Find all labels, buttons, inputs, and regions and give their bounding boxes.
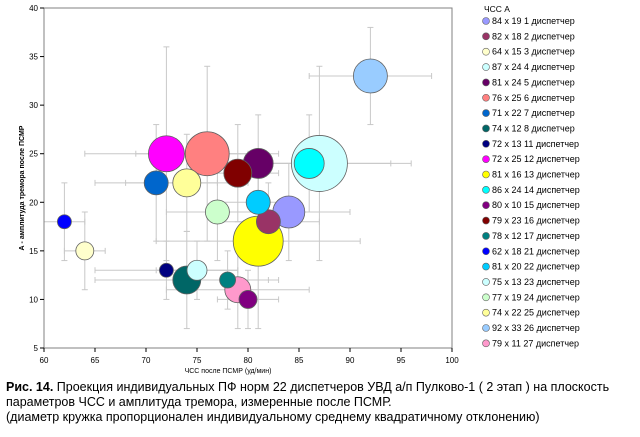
data-bubble bbox=[245, 189, 271, 215]
legend-entry: 81 x 24 5 диспетчер bbox=[492, 77, 575, 87]
data-bubble bbox=[352, 58, 388, 94]
legend-entry: 79 x 11 27 диспетчер bbox=[492, 338, 579, 348]
data-bubble bbox=[223, 158, 253, 188]
legend-marker bbox=[482, 247, 490, 256]
x-tick-label: 75 bbox=[193, 356, 202, 365]
legend-entry: 81 x 16 13 диспетчер bbox=[492, 170, 580, 180]
y-tick-label: 10 bbox=[29, 295, 38, 304]
x-tick-label: 60 bbox=[40, 356, 49, 365]
x-tick-label: 95 bbox=[397, 356, 406, 365]
legend-marker bbox=[482, 170, 490, 179]
figure-caption: Рис. 14. Проекция индивидуальных ПФ норм… bbox=[6, 380, 638, 425]
x-tick-label: 70 bbox=[142, 356, 151, 365]
data-bubble bbox=[293, 148, 325, 179]
legend-entry: 82 x 18 2 диспетчер bbox=[492, 31, 575, 41]
data-bubble bbox=[158, 262, 174, 278]
data-bubble bbox=[219, 271, 237, 289]
data-bubble bbox=[255, 209, 281, 235]
data-bubble bbox=[143, 170, 169, 196]
legend-entry: 76 x 25 6 диспетчер bbox=[492, 93, 575, 103]
bubbles-layer bbox=[57, 58, 388, 309]
data-bubble bbox=[238, 290, 258, 309]
legend-marker bbox=[482, 308, 490, 317]
y-tick-label: 15 bbox=[29, 247, 38, 256]
y-tick-label: 35 bbox=[29, 53, 38, 62]
legend-marker bbox=[482, 278, 490, 286]
legend-marker bbox=[482, 232, 490, 240]
y-tick-label: 5 bbox=[34, 344, 39, 353]
chart-legend: ЧСС А 84 x 19 1 диспетчер 82 x 18 2 диспет… bbox=[482, 4, 580, 348]
y-tick-label: 40 bbox=[29, 4, 38, 13]
data-bubble bbox=[204, 199, 230, 225]
data-bubble bbox=[184, 131, 230, 177]
legend-entry: 64 x 15 3 диспетчер bbox=[492, 47, 575, 57]
legend-entry: 77 x 19 24 диспетчер bbox=[492, 292, 580, 302]
legend-entry: 72 x 13 11 диспетчер bbox=[492, 139, 579, 149]
legend-marker bbox=[482, 216, 490, 225]
caption-line-1-text: Проекция индивидуальных ПФ норм 22 диспе… bbox=[53, 380, 610, 394]
x-axis-label: ЧСС после ПСМР (уд/мин) bbox=[185, 368, 272, 375]
legend-entry: 79 x 23 16 диспетчер bbox=[492, 216, 580, 226]
chart-axes: 60 65 70 75 80 85 90 95 100 5 10 15 20 25 30 35 40 ЧСС по… bbox=[19, 4, 459, 375]
caption-line-1: Рис. 14. Проекция индивидуальных ПФ норм… bbox=[6, 380, 638, 395]
legend-marker bbox=[482, 78, 490, 87]
x-tick-label: 100 bbox=[445, 356, 459, 365]
data-bubble bbox=[147, 135, 185, 173]
legend-entry: 92 x 33 26 диспетчер bbox=[492, 323, 580, 333]
data-bubble bbox=[186, 259, 208, 281]
legend-marker bbox=[482, 63, 490, 71]
x-tick-label: 90 bbox=[346, 356, 355, 365]
legend-marker bbox=[482, 293, 490, 302]
legend-marker bbox=[482, 186, 490, 194]
legend-marker bbox=[482, 339, 490, 348]
legend-entry: 86 x 24 14 диспетчер bbox=[492, 185, 580, 195]
legend-entry: 78 x 12 17 диспетчер bbox=[492, 231, 580, 241]
legend-entry: 81 x 20 22 диспетчер bbox=[492, 262, 580, 272]
y-tick-label: 30 bbox=[29, 101, 38, 110]
data-bubble bbox=[172, 168, 202, 198]
legend-marker bbox=[482, 109, 490, 117]
y-tick-label: 25 bbox=[29, 150, 38, 159]
y-axis-label: А - амплитуда тремора после ПСМР bbox=[19, 125, 26, 250]
caption-line-3: (диаметр кружка пропорционален индивидуа… bbox=[6, 410, 540, 424]
caption-line-2: параметров ЧСС и амплитуда тремора, изме… bbox=[6, 395, 392, 409]
legend-header: ЧСС А bbox=[484, 4, 510, 14]
legend-entry: 87 x 24 4 диспетчер bbox=[492, 62, 575, 72]
legend-marker bbox=[482, 17, 490, 25]
legend-marker bbox=[482, 47, 490, 56]
x-tick-label: 65 bbox=[91, 356, 100, 365]
legend-entry: 72 x 25 12 диспетчер bbox=[492, 154, 580, 164]
data-bubble bbox=[57, 214, 72, 230]
legend-marker bbox=[482, 324, 490, 332]
legend-marker bbox=[482, 155, 490, 163]
legend-entry: 71 x 22 7 диспетчер bbox=[492, 108, 575, 118]
x-tick-label: 85 bbox=[295, 356, 304, 365]
legend-entry: 74 x 12 8 диспетчер bbox=[492, 123, 575, 133]
caption-fig-label: Рис. 14. bbox=[6, 380, 54, 394]
legend-entry: 74 x 22 25 диспетчер bbox=[492, 308, 580, 318]
bubble-chart: 60 65 70 75 80 85 90 95 100 5 10 15 20 25 30 35 40 ЧСС по… bbox=[19, 4, 580, 375]
x-tick-label: 80 bbox=[244, 356, 253, 365]
data-bubble bbox=[75, 241, 95, 261]
legend-marker bbox=[482, 262, 490, 271]
legend-entry: 84 x 19 1 диспетчер bbox=[492, 16, 575, 26]
legend-marker bbox=[482, 201, 490, 209]
legend-marker bbox=[482, 32, 490, 41]
legend-entry: 80 x 10 15 диспетчер bbox=[492, 200, 580, 210]
legend-entry: 62 x 18 21 диспетчер bbox=[492, 246, 580, 256]
y-tick-label: 20 bbox=[29, 198, 38, 207]
legend-marker bbox=[482, 140, 490, 148]
legend-marker bbox=[482, 124, 490, 133]
legend-marker bbox=[482, 93, 490, 102]
legend-entry: 75 x 13 23 диспетчер bbox=[492, 277, 580, 287]
